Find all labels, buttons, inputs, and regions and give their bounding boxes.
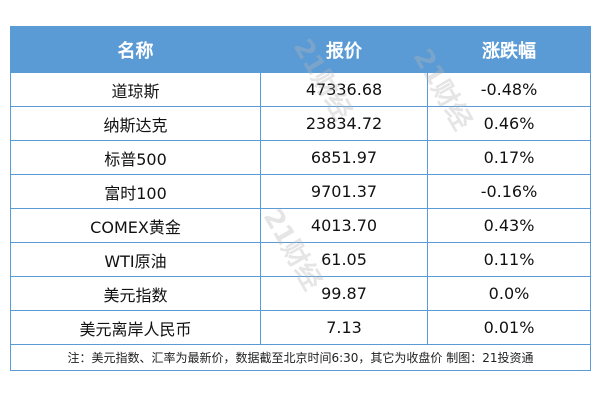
cell-change: 0.46% xyxy=(427,106,591,141)
table-row: 美元离岸人民币 7.13 0.01% xyxy=(10,310,591,345)
cell-price: 23834.72 xyxy=(260,106,428,141)
cell-price: 6851.97 xyxy=(260,140,428,175)
table-row: 道琼斯 47336.68 -0.48% xyxy=(10,72,591,107)
cell-change: 0.17% xyxy=(427,140,591,175)
cell-change: -0.16% xyxy=(427,174,591,209)
cell-name: 美元指数 xyxy=(10,276,261,311)
header-change: 涨跌幅 xyxy=(427,26,591,73)
cell-name: WTI原油 xyxy=(10,242,261,277)
cell-price: 9701.37 xyxy=(260,174,428,209)
cell-name: 纳斯达克 xyxy=(10,106,261,141)
cell-name: COMEX黄金 xyxy=(10,208,261,243)
header-price: 报价 xyxy=(260,26,428,73)
table-row: COMEX黄金 4013.70 0.43% xyxy=(10,208,591,243)
cell-name: 美元离岸人民币 xyxy=(10,310,261,345)
cell-price: 7.13 xyxy=(260,310,428,345)
cell-price: 99.87 xyxy=(260,276,428,311)
cell-name: 道琼斯 xyxy=(10,72,261,107)
footnote: 注：美元指数、汇率为最新价，数据截至北京时间6:30，其它为收盘价 制图：21投… xyxy=(10,344,591,371)
cell-change: 0.11% xyxy=(427,242,591,277)
table-row: WTI原油 61.05 0.11% xyxy=(10,242,591,277)
market-table: 名称 报价 涨跌幅 道琼斯 47336.68 -0.48% 纳斯达克 23834.72 0… xyxy=(10,26,591,371)
cell-change: -0.48% xyxy=(427,72,591,107)
table-row: 富时100 9701.37 -0.16% xyxy=(10,174,591,209)
cell-change: 0.01% xyxy=(427,310,591,345)
cell-name: 富时100 xyxy=(10,174,261,209)
header-name: 名称 xyxy=(10,26,261,73)
cell-change: 0.0% xyxy=(427,276,591,311)
table-row: 纳斯达克 23834.72 0.46% xyxy=(10,106,591,141)
cell-name: 标普500 xyxy=(10,140,261,175)
cell-price: 47336.68 xyxy=(260,72,428,107)
table-row: 美元指数 99.87 0.0% xyxy=(10,276,591,311)
cell-price: 4013.70 xyxy=(260,208,428,243)
header-row: 名称 报价 涨跌幅 xyxy=(10,26,591,73)
table-row: 标普500 6851.97 0.17% xyxy=(10,140,591,175)
cell-change: 0.43% xyxy=(427,208,591,243)
cell-price: 61.05 xyxy=(260,242,428,277)
